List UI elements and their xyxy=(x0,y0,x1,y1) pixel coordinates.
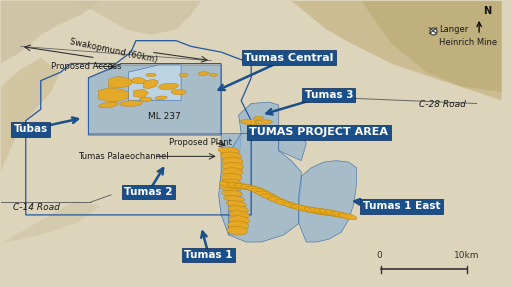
Polygon shape xyxy=(1,201,101,286)
Text: Tubas: Tubas xyxy=(14,124,48,134)
Text: Heinrich Mine: Heinrich Mine xyxy=(439,38,497,46)
Ellipse shape xyxy=(120,101,142,106)
Text: Proposed Plant: Proposed Plant xyxy=(169,137,231,147)
Polygon shape xyxy=(361,1,502,92)
Polygon shape xyxy=(99,88,128,101)
Polygon shape xyxy=(1,58,61,172)
Text: 10km: 10km xyxy=(454,251,479,260)
Polygon shape xyxy=(299,161,356,242)
Text: Tumas 1: Tumas 1 xyxy=(184,250,233,260)
Ellipse shape xyxy=(229,211,249,218)
Ellipse shape xyxy=(226,201,246,207)
Ellipse shape xyxy=(298,206,316,213)
Ellipse shape xyxy=(229,216,249,224)
Ellipse shape xyxy=(228,221,249,230)
Ellipse shape xyxy=(198,72,209,75)
Text: 0: 0 xyxy=(376,251,382,260)
Ellipse shape xyxy=(224,195,244,202)
Text: ML 237: ML 237 xyxy=(149,112,181,121)
Text: Langer: Langer xyxy=(439,25,468,34)
Ellipse shape xyxy=(219,182,238,188)
Ellipse shape xyxy=(228,206,248,213)
Ellipse shape xyxy=(325,210,343,217)
Ellipse shape xyxy=(220,179,241,186)
Polygon shape xyxy=(228,133,301,242)
Text: N: N xyxy=(483,6,491,16)
Text: Swakopmund (60km): Swakopmund (60km) xyxy=(69,37,158,64)
Ellipse shape xyxy=(251,188,270,195)
Ellipse shape xyxy=(241,185,260,191)
Polygon shape xyxy=(1,1,101,63)
Ellipse shape xyxy=(331,211,350,218)
Ellipse shape xyxy=(314,208,333,216)
Ellipse shape xyxy=(140,97,152,101)
Polygon shape xyxy=(108,76,133,88)
Ellipse shape xyxy=(319,209,337,216)
Polygon shape xyxy=(239,102,278,133)
Text: Tumas Palaeochannel: Tumas Palaeochannel xyxy=(78,152,169,161)
Polygon shape xyxy=(278,133,306,161)
Ellipse shape xyxy=(158,83,178,90)
Polygon shape xyxy=(88,65,221,133)
Ellipse shape xyxy=(131,77,146,84)
Text: Tumas 2: Tumas 2 xyxy=(124,187,173,197)
Ellipse shape xyxy=(146,73,156,77)
Ellipse shape xyxy=(220,152,241,160)
Ellipse shape xyxy=(221,173,242,181)
Ellipse shape xyxy=(267,197,286,203)
Ellipse shape xyxy=(256,191,274,197)
Ellipse shape xyxy=(222,190,242,196)
Ellipse shape xyxy=(210,73,217,76)
Ellipse shape xyxy=(222,157,243,166)
Ellipse shape xyxy=(304,207,322,214)
Ellipse shape xyxy=(220,185,241,191)
Ellipse shape xyxy=(227,182,246,189)
Ellipse shape xyxy=(261,194,280,200)
Ellipse shape xyxy=(253,116,264,119)
Text: TUMAS PROJECT AREA: TUMAS PROJECT AREA xyxy=(249,127,388,137)
Ellipse shape xyxy=(227,226,248,235)
Ellipse shape xyxy=(246,186,265,192)
Ellipse shape xyxy=(234,183,253,190)
Text: C-28 Road: C-28 Road xyxy=(419,100,466,109)
Ellipse shape xyxy=(179,73,188,77)
Polygon shape xyxy=(133,89,149,98)
Polygon shape xyxy=(128,65,181,101)
Text: Tumas Central: Tumas Central xyxy=(244,53,334,63)
Ellipse shape xyxy=(171,90,186,95)
Polygon shape xyxy=(76,1,201,35)
Text: Tumas 3: Tumas 3 xyxy=(305,90,353,100)
Ellipse shape xyxy=(222,168,243,176)
Polygon shape xyxy=(291,1,502,101)
Ellipse shape xyxy=(283,202,301,209)
Ellipse shape xyxy=(218,147,239,154)
Ellipse shape xyxy=(240,119,260,125)
Ellipse shape xyxy=(155,96,167,100)
Ellipse shape xyxy=(275,199,293,206)
Ellipse shape xyxy=(310,208,328,215)
Polygon shape xyxy=(219,133,241,235)
Ellipse shape xyxy=(338,213,357,220)
Ellipse shape xyxy=(99,102,118,108)
Ellipse shape xyxy=(222,162,243,171)
Polygon shape xyxy=(144,79,158,89)
Text: C-14 Road: C-14 Road xyxy=(13,203,60,212)
Text: Tumas 1 East: Tumas 1 East xyxy=(363,201,440,211)
Text: Proposed Access: Proposed Access xyxy=(51,62,121,71)
Ellipse shape xyxy=(255,120,272,124)
Ellipse shape xyxy=(291,204,309,211)
